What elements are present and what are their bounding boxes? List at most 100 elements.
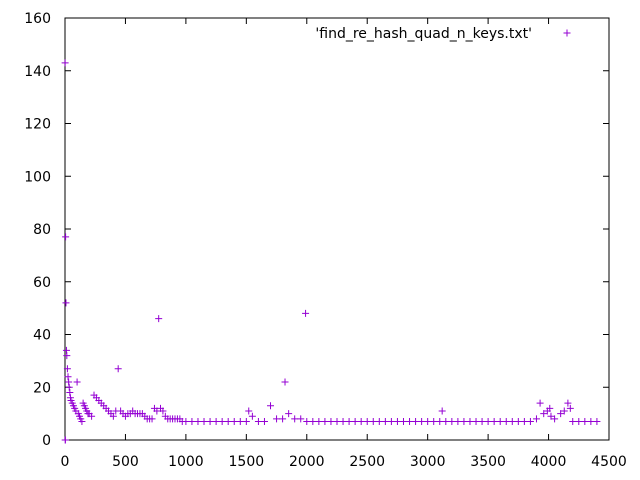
data-point <box>393 418 401 426</box>
data-point <box>484 418 492 426</box>
data-point <box>114 365 122 373</box>
data-point <box>62 233 70 241</box>
data-point <box>260 418 268 426</box>
data-point <box>242 418 250 426</box>
x-tick-label: 500 <box>112 454 139 470</box>
data-point <box>508 418 516 426</box>
data-point <box>448 418 456 426</box>
data-point <box>285 410 293 418</box>
data-point <box>520 418 528 426</box>
x-tick-label: 1000 <box>168 454 204 470</box>
legend-marker <box>563 29 571 37</box>
data-point <box>188 418 196 426</box>
data-point <box>566 404 574 412</box>
legend-label: 'find_re_hash_quad_n_keys.txt' <box>315 26 532 42</box>
data-point <box>291 415 299 423</box>
data-point <box>581 418 589 426</box>
data-point <box>267 402 275 410</box>
data-point <box>309 418 317 426</box>
data-point <box>430 418 438 426</box>
data-point <box>387 418 395 426</box>
x-tick-label: 3000 <box>410 454 446 470</box>
data-point <box>64 373 72 381</box>
y-tick-label: 60 <box>33 275 51 291</box>
data-point <box>540 410 548 418</box>
data-point <box>442 418 450 426</box>
data-point <box>502 418 510 426</box>
data-point <box>438 407 446 415</box>
data-point <box>254 418 262 426</box>
data-point <box>381 418 389 426</box>
data-point <box>303 418 311 426</box>
data-point <box>182 418 190 426</box>
y-tick-label: 80 <box>33 222 51 238</box>
data-point <box>62 299 70 307</box>
data-point <box>281 378 289 386</box>
y-tick-label: 140 <box>24 64 51 80</box>
x-tick-label: 1500 <box>229 454 265 470</box>
data-point <box>65 383 73 391</box>
data-point <box>369 418 377 426</box>
data-point <box>526 418 534 426</box>
data-point <box>321 418 329 426</box>
data-point <box>297 415 305 423</box>
data-point <box>78 418 86 426</box>
data-point <box>194 418 202 426</box>
data-point <box>536 399 544 407</box>
data-point <box>478 418 486 426</box>
data-point <box>564 399 572 407</box>
data-point <box>248 412 256 420</box>
data-point <box>532 415 540 423</box>
data-point <box>557 410 565 418</box>
data-point <box>302 309 310 317</box>
data-point <box>454 418 462 426</box>
data-point <box>551 415 559 423</box>
data-point <box>339 418 347 426</box>
data-point <box>412 418 420 426</box>
data-point <box>159 407 167 415</box>
data-point <box>63 352 71 360</box>
data-point <box>273 415 281 423</box>
data-point <box>357 418 365 426</box>
y-axis-ticks: 0 20 40 60 80 100 120 140 160 <box>24 11 609 449</box>
data-point <box>399 418 407 426</box>
data-point <box>424 418 432 426</box>
data-point <box>490 418 498 426</box>
data-point <box>466 418 474 426</box>
data-point <box>206 418 214 426</box>
data-point <box>327 418 335 426</box>
data-point <box>61 436 69 444</box>
data-point <box>155 315 163 323</box>
data-point <box>593 418 601 426</box>
data-point <box>61 59 69 67</box>
y-tick-label: 20 <box>33 380 51 396</box>
data-point <box>109 412 117 420</box>
data-point <box>65 378 73 386</box>
data-point <box>363 418 371 426</box>
legend-plus-marker <box>563 29 571 37</box>
data-point <box>153 407 161 415</box>
data-point <box>236 418 244 426</box>
x-tick-label: 3500 <box>470 454 506 470</box>
legend: 'find_re_hash_quad_n_keys.txt' <box>315 26 571 42</box>
data-point <box>560 407 568 415</box>
data-point <box>333 418 341 426</box>
data-point <box>230 418 238 426</box>
data-point <box>212 418 220 426</box>
data-point <box>224 418 232 426</box>
data-point <box>279 415 287 423</box>
data-points <box>61 59 601 444</box>
data-point <box>569 418 577 426</box>
data-point <box>218 418 226 426</box>
data-point <box>63 365 71 373</box>
data-point <box>315 418 323 426</box>
data-point <box>66 389 74 397</box>
x-tick-label: 0 <box>61 454 70 470</box>
x-tick-label: 4500 <box>591 454 627 470</box>
x-axis-ticks: 0 500 1000 1500 2000 2500 3000 3500 4000 4500 <box>61 18 627 470</box>
data-point <box>436 418 444 426</box>
x-tick-label: 4000 <box>531 454 567 470</box>
data-point <box>345 418 353 426</box>
